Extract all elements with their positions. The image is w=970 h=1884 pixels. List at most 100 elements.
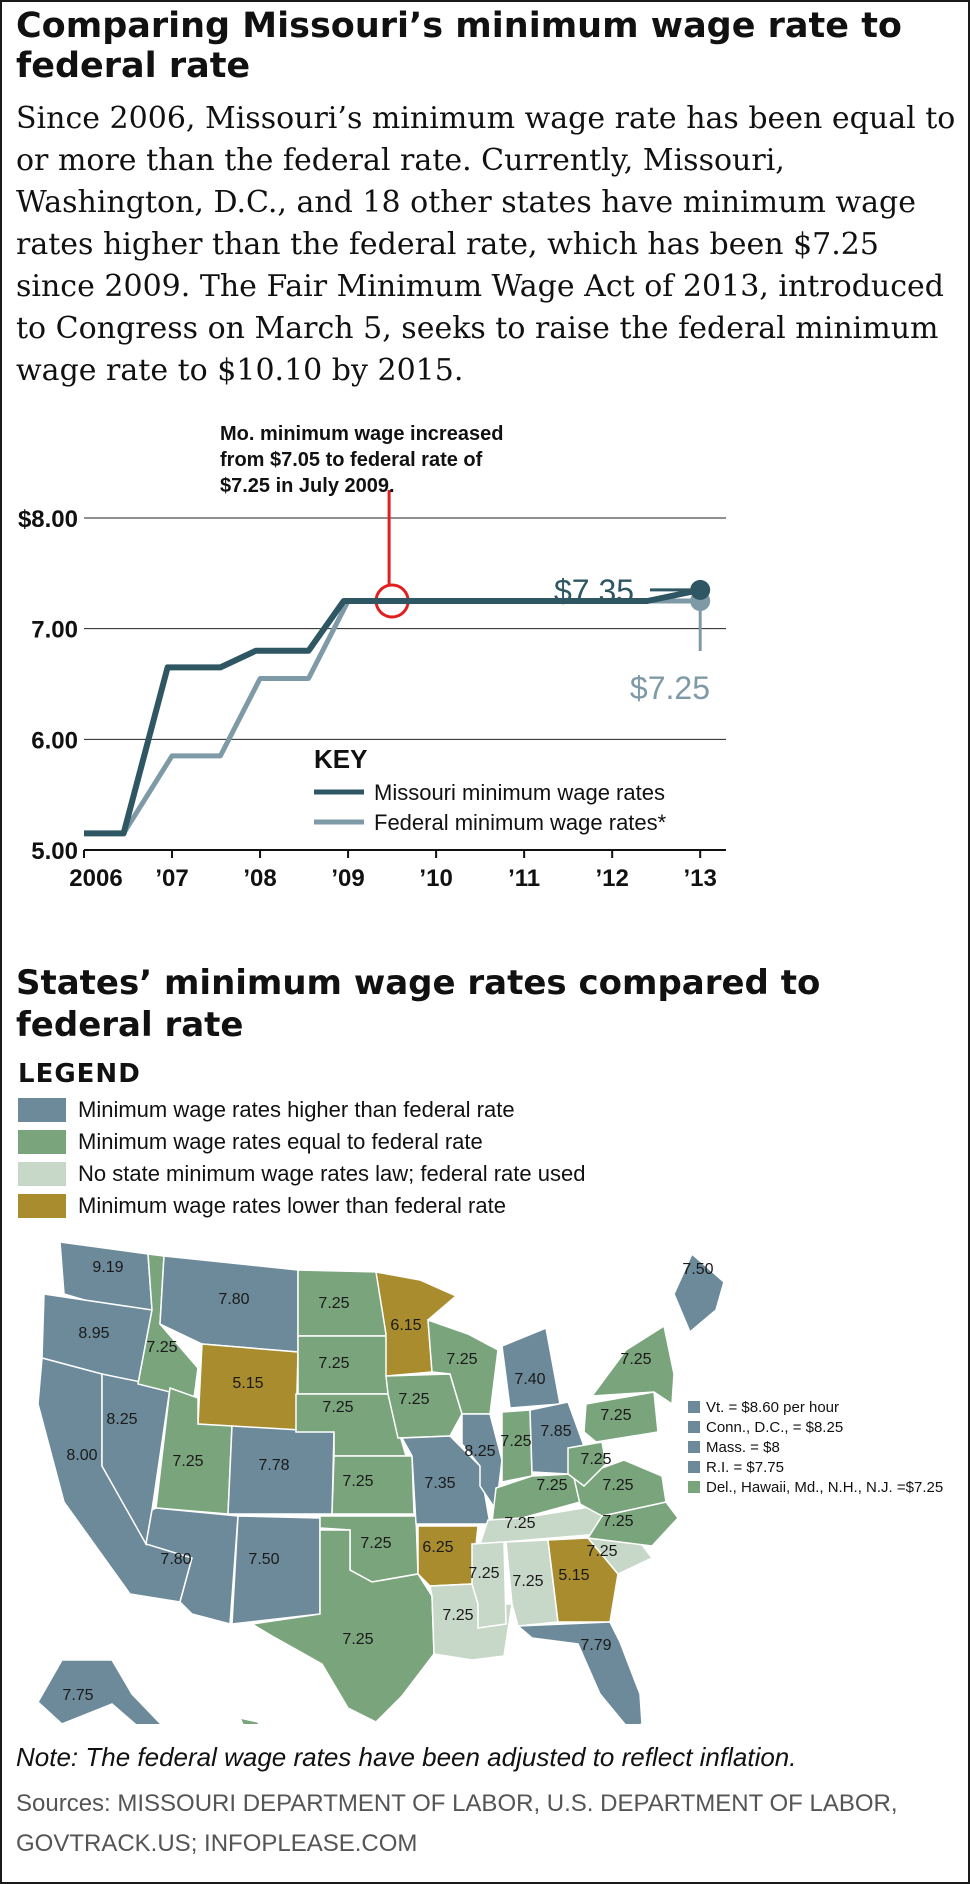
state-value-label: 7.25 <box>536 1477 567 1494</box>
state-value-label: 6.25 <box>422 1539 453 1556</box>
chart-grid <box>83 517 726 858</box>
state-ks <box>331 1455 415 1515</box>
state-value-label: 7.50 <box>682 1261 713 1278</box>
state-tx <box>249 1529 435 1723</box>
x-tick-label: ’11 <box>508 865 540 892</box>
map-legend-title: LEGEND <box>18 1059 141 1089</box>
annotation-text: $7.25 in July 2009. <box>220 475 395 497</box>
state-ga <box>547 1537 619 1623</box>
key-label: Federal minimum wage rates* <box>374 810 667 835</box>
state-value-label: 7.25 <box>512 1573 543 1590</box>
x-tick-label: 2006 <box>69 865 122 892</box>
legend-label: Minimum wage rates higher than federal r… <box>78 1097 515 1122</box>
missouri-end-label: $7.35 <box>554 573 634 609</box>
map-section-title: States’ minimum wage rates compared to f… <box>16 963 821 1045</box>
state-value-label: 8.25 <box>106 1411 137 1428</box>
series-end-point <box>690 579 711 600</box>
state-value-label: 7.25 <box>342 1631 373 1648</box>
state-me <box>673 1252 725 1334</box>
state-value-label: 7.25 <box>172 1453 203 1470</box>
state-value-label: 7.50 <box>248 1551 279 1568</box>
x-tick-label: ’08 <box>243 865 276 892</box>
series-line <box>84 586 701 837</box>
page-title: Comparing Missouri’s minimum wage rate t… <box>16 6 902 86</box>
x-tick-label: ’12 <box>595 865 628 892</box>
line-chart: Mo. minimum wage increased from $7.05 to … <box>18 423 726 892</box>
state-mi <box>501 1326 561 1409</box>
state-value-label: 7.79 <box>580 1637 611 1654</box>
map-shapes <box>37 1241 725 1724</box>
state-value-label: 7.25 <box>398 1391 429 1408</box>
x-tick-label: ’07 <box>155 865 188 892</box>
state-ny <box>590 1324 675 1406</box>
chart-series <box>84 579 711 837</box>
state-value-label: 7.25 <box>580 1451 611 1468</box>
legend-label: No state minimum wage rates law; federal… <box>78 1161 586 1186</box>
state-value-label: 7.25 <box>446 1351 477 1368</box>
state-value-label: 7.25 <box>318 1355 349 1372</box>
state-value-label: 8.25 <box>464 1443 495 1460</box>
state-value-label: 5.15 <box>232 1375 263 1392</box>
state-value-label: 7.80 <box>160 1551 191 1568</box>
legend-swatch <box>18 1098 66 1122</box>
state-value-label: 7.25 <box>318 1295 349 1312</box>
side-note-swatch <box>688 1481 700 1493</box>
map-labels: 9.19 8.95 8.00 8.25 7.25 7.80 5.15 7.25 7.80 7.78… <box>62 1259 713 1704</box>
legend-label: Minimum wage rates equal to federal rate <box>78 1129 483 1154</box>
state-al <box>505 1539 559 1627</box>
legend-label: Minimum wage rates lower than federal ra… <box>78 1193 506 1218</box>
state-value-label: 7.25 <box>504 1515 535 1532</box>
intro-paragraph: Since 2006, Missouri’s minimum wage rate… <box>16 101 956 388</box>
state-value-label: 8.95 <box>78 1325 109 1342</box>
state-value-label: 8.00 <box>66 1447 97 1464</box>
key-title: KEY <box>314 744 367 774</box>
state-pa <box>583 1391 659 1443</box>
state-value-label: 7.25 <box>146 1339 177 1356</box>
state-value-label: 6.15 <box>390 1317 421 1334</box>
map-legend: Minimum wage rates higher than federal r… <box>18 1094 585 1222</box>
legend-swatch <box>18 1130 66 1154</box>
y-tick-label: 7.00 <box>31 617 78 644</box>
chart-key: KEY Missouri minimum wage rates Federal mi… <box>314 744 667 835</box>
side-note-swatch <box>688 1401 700 1413</box>
y-tick-label: 6.00 <box>31 727 78 754</box>
state-nm <box>231 1515 321 1625</box>
map-side-notes: Vt. = $8.60 per hour Conn., D.C., = $8.25… <box>688 1399 943 1496</box>
state-il <box>461 1413 503 1513</box>
sources: Sources: MISSOURI DEPARTMENT OF LABOR, U… <box>16 1790 898 1857</box>
footnote: Note: The federal wage rates have been a… <box>16 1742 797 1772</box>
us-map: 9.19 8.95 8.00 8.25 7.25 7.80 5.15 7.25 7.80 7.78… <box>37 1241 943 1724</box>
legend-item-lower: Minimum wage rates lower than federal ra… <box>18 1190 585 1222</box>
state-value-label: 7.25 <box>360 1535 391 1552</box>
x-tick-label: ’09 <box>331 865 364 892</box>
state-value-label: 7.25 <box>442 1607 473 1624</box>
y-tick-label: $8.00 <box>18 506 78 533</box>
side-note-label: Del., Hawaii, Md., N.H., N.J. =$7.25 <box>706 1479 943 1496</box>
state-value-label: 7.25 <box>586 1543 617 1560</box>
state-value-label: 7.25 <box>602 1513 633 1530</box>
y-tick-label: 5.00 <box>31 838 78 865</box>
state-value-label: 7.80 <box>218 1291 249 1308</box>
state-value-label: 5.15 <box>558 1567 589 1584</box>
state-value-label: 7.75 <box>62 1687 93 1704</box>
key-label: Missouri minimum wage rates <box>374 780 665 805</box>
legend-swatch <box>18 1162 66 1186</box>
state-ms <box>471 1541 507 1629</box>
state-hi <box>238 1716 260 1724</box>
side-note-label: Vt. = $8.60 per hour <box>706 1399 839 1416</box>
federal-end-label: $7.25 <box>630 670 710 706</box>
state-value-label: 7.25 <box>342 1473 373 1490</box>
side-note-swatch <box>688 1421 700 1433</box>
state-value-label: 7.40 <box>514 1371 545 1388</box>
chart-annotation: Mo. minimum wage increased from $7.05 to … <box>220 423 503 619</box>
state-value-label: 7.25 <box>602 1477 633 1494</box>
state-wv <box>567 1441 607 1487</box>
state-value-label: 7.35 <box>424 1475 455 1492</box>
side-note-swatch <box>688 1461 700 1473</box>
state-value-label: 7.25 <box>468 1565 499 1582</box>
state-value-label: 7.78 <box>258 1457 289 1474</box>
x-tick-label: ’10 <box>419 865 452 892</box>
legend-item-none: No state minimum wage rates law; federal… <box>18 1158 585 1190</box>
side-note-label: Mass. = $8 <box>706 1439 780 1456</box>
